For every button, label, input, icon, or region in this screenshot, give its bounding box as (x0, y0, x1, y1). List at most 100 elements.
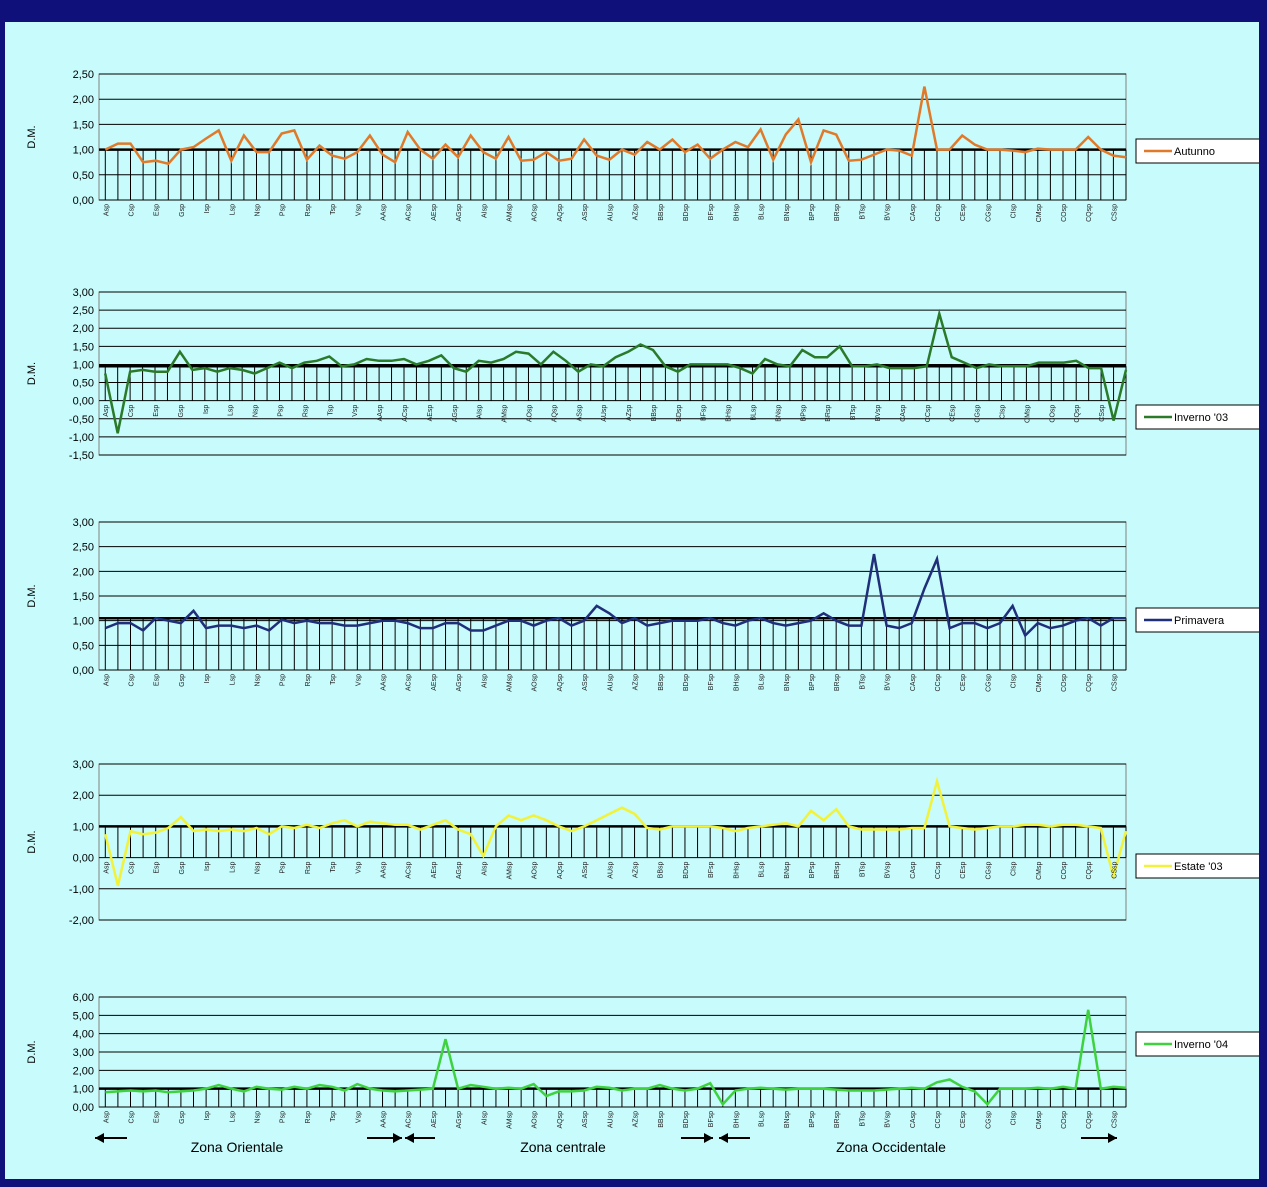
category-label: BTsp (859, 861, 866, 877)
category-label: CMsp (1036, 204, 1043, 222)
category-label: BPsp (809, 674, 816, 691)
zone-arrowhead (704, 1133, 713, 1143)
category-label: Tsp (330, 674, 337, 685)
category-label: BTsp (859, 1111, 866, 1127)
category-label: Vsp (355, 1111, 362, 1123)
y-tick-label: 2,00 (73, 94, 94, 106)
category-label: CIsp (1000, 405, 1007, 420)
category-label: Gsp (179, 1111, 186, 1124)
category-label: BVsp (875, 405, 882, 422)
category-label: Isp (204, 861, 211, 870)
y-tick-label: 1,00 (73, 1084, 94, 1096)
y-axis-label: D.M. (26, 1040, 38, 1063)
category-label: CCsp (935, 204, 942, 222)
y-tick-label: 3,00 (73, 1047, 94, 1059)
chart-2: -1,50 -1,00 -0,50 0,00 0,50 1,00 1,50 2,00 2,50 3… (26, 287, 1259, 462)
category-label: AIsp (481, 204, 488, 218)
category-label: Esp (154, 1111, 161, 1123)
category-label: Csp (129, 674, 136, 687)
category-label: CEsp (960, 204, 967, 221)
category-label: COsp (1049, 405, 1056, 423)
category-label: Psp (280, 204, 287, 216)
category-label: AIsp (481, 862, 488, 876)
category-label: CAsp (910, 674, 917, 691)
y-tick-label: 2,00 (73, 566, 94, 578)
category-label: Vsp (355, 674, 362, 686)
category-label: BRsp (834, 862, 841, 879)
category-label: Csp (129, 1111, 136, 1124)
category-label: AEsp (431, 674, 438, 691)
category-label: AMsp (502, 405, 509, 423)
series-line (105, 1009, 1127, 1107)
legend-label: Estate '03 (1174, 861, 1223, 873)
category-label: Vsp (355, 861, 362, 873)
category-label: BFsp (708, 861, 715, 877)
category-label: CIsp (1011, 862, 1018, 877)
category-label: AZsp (626, 405, 633, 421)
category-label: ACsp (406, 674, 413, 691)
y-tick-label: 1,00 (73, 359, 94, 371)
series-line (104, 776, 1128, 886)
category-label: AEsp (431, 1111, 438, 1128)
category-label: Rsp (305, 861, 312, 874)
y-tick-label: 1,50 (73, 591, 94, 603)
category-label: AMsp (507, 862, 514, 880)
y-tick-label: 1,00 (73, 821, 94, 833)
category-label: AMsp (507, 674, 514, 692)
category-label: AUsp (607, 674, 614, 691)
category-label: CSsp (1111, 1111, 1118, 1128)
legend-label: Inverno '03 (1174, 412, 1228, 424)
category-label: CQsp (1086, 1111, 1093, 1129)
category-label: BFsp (708, 204, 715, 220)
y-tick-label: 0,00 (73, 853, 94, 865)
category-label: CCsp (935, 674, 942, 692)
y-tick-label: 2,00 (73, 790, 94, 802)
category-label: CAsp (910, 1111, 917, 1128)
y-axis-label: D.M. (26, 584, 38, 607)
category-label: CAsp (900, 405, 907, 422)
category-label: AQsp (551, 405, 558, 423)
slide-panel: 0,00 0,50 1,00 1,50 2,00 2,50 D.M. Asp Csp Esp Gsp… (5, 22, 1259, 1179)
category-label: Csp (129, 204, 136, 217)
y-axis-label: D.M. (26, 830, 38, 853)
category-label: AQsp (557, 674, 564, 692)
category-label: Rsp (305, 204, 312, 217)
category-label: CQsp (1086, 862, 1093, 880)
category-label: Tsp (330, 1111, 337, 1122)
zone-arrowhead (719, 1133, 728, 1143)
category-label: BDsp (683, 204, 690, 221)
category-label: BTsp (859, 204, 866, 220)
category-label: BHsp (733, 674, 740, 691)
zone-label: Zona Occidentale (836, 1139, 946, 1155)
category-label: Asp (103, 861, 110, 873)
y-tick-label: 0,00 (73, 396, 94, 408)
y-tick-label: 2,50 (73, 305, 94, 317)
category-label: Isp (203, 405, 210, 414)
category-label: BNsp (784, 674, 791, 691)
category-label: AIsp (477, 405, 484, 419)
category-label: CEsp (950, 405, 957, 422)
category-label: Isp (204, 1111, 211, 1120)
series-line (104, 86, 1127, 167)
y-tick-label: -1,50 (69, 450, 94, 462)
category-label: BHsp (733, 204, 740, 221)
category-label: CIsp (1011, 674, 1018, 689)
category-label: AGsp (452, 405, 459, 423)
category-label: CIsp (1011, 204, 1018, 219)
category-label: Nsp (255, 1111, 262, 1124)
series-line (103, 308, 1128, 434)
category-label: COsp (1061, 1111, 1068, 1129)
legend-label: Primavera (1174, 615, 1225, 627)
category-label: Nsp (255, 204, 262, 217)
category-label: COsp (1061, 862, 1068, 880)
category-label: CGsp (975, 405, 982, 423)
y-tick-label: 1,50 (73, 341, 94, 353)
category-label: CMsp (1036, 674, 1043, 692)
category-label: AAsp (381, 1111, 388, 1128)
category-label: BRsp (825, 405, 832, 422)
category-label: CAsp (910, 204, 917, 221)
zone-label: Zona Orientale (191, 1139, 284, 1155)
category-label: AUsp (607, 1111, 614, 1128)
category-label: CSsp (1111, 204, 1118, 221)
chart-3: 0,00 0,50 1,00 1,50 2,00 2,50 3,00 D.M. Asp Csp Es… (26, 517, 1259, 692)
